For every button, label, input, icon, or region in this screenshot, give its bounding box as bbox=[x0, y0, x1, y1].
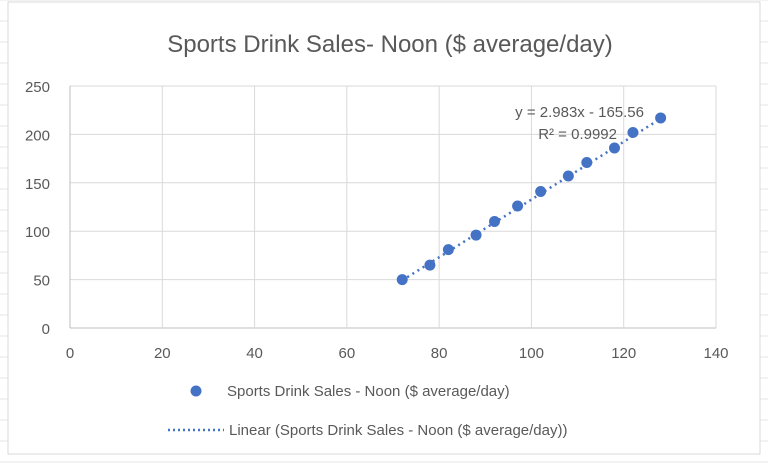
data-point bbox=[535, 186, 547, 198]
y-tick-label: 250 bbox=[25, 79, 50, 96]
legend-marker-series bbox=[190, 385, 202, 397]
trendline-r2[interactable]: R² = 0.9992 bbox=[538, 126, 617, 143]
data-point bbox=[581, 156, 593, 168]
legend-label-series: Sports Drink Sales - Noon ($ average/day… bbox=[227, 383, 510, 400]
chart-title[interactable]: Sports Drink Sales- Noon ($ average/day) bbox=[167, 31, 613, 58]
y-tick-label: 100 bbox=[25, 224, 50, 241]
y-tick-label: 200 bbox=[25, 127, 50, 144]
x-tick-label: 40 bbox=[246, 345, 263, 362]
y-tick-label: 150 bbox=[25, 176, 50, 193]
data-points bbox=[396, 112, 667, 286]
data-point bbox=[512, 200, 524, 212]
x-tick-label: 20 bbox=[154, 345, 171, 362]
y-tick-label: 0 bbox=[42, 321, 50, 338]
data-point bbox=[396, 274, 408, 286]
trendline-equation[interactable]: y = 2.983x - 165.56 bbox=[515, 104, 644, 121]
data-point bbox=[627, 126, 639, 138]
data-point bbox=[608, 142, 620, 154]
x-tick-label: 60 bbox=[339, 345, 356, 362]
data-point bbox=[442, 244, 454, 256]
data-point bbox=[470, 229, 482, 241]
x-tick-label: 100 bbox=[519, 345, 544, 362]
data-point bbox=[489, 216, 501, 228]
x-tick-label: 120 bbox=[611, 345, 636, 362]
legend-label-trendline: Linear (Sports Drink Sales - Noon ($ ave… bbox=[229, 422, 567, 439]
data-point bbox=[424, 259, 436, 271]
data-point bbox=[562, 170, 574, 182]
gridlines bbox=[69, 85, 717, 329]
x-tick-label: 80 bbox=[431, 345, 448, 362]
chart-area[interactable] bbox=[7, 1, 761, 455]
y-tick-label: 50 bbox=[33, 273, 50, 290]
legend[interactable]: Sports Drink Sales - Noon ($ average/day… bbox=[168, 383, 567, 439]
tick-labels: 0 50 100 150 200 250 0 20 40 60 80 100 120 140 bbox=[25, 79, 729, 362]
data-point bbox=[655, 112, 667, 124]
x-tick-label: 0 bbox=[66, 345, 74, 362]
x-tick-label: 140 bbox=[703, 345, 728, 362]
